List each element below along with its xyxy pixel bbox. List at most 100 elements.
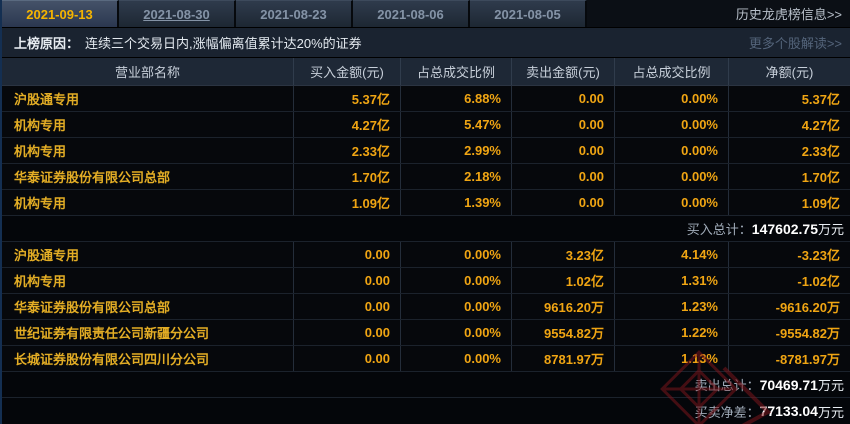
net-amount-cell: 1.70亿 <box>801 170 840 185</box>
branch-name-cell[interactable]: 华泰证券股份有限公司总部 <box>2 294 294 319</box>
buy-ratio-cell: 0.00% <box>401 294 512 319</box>
buy-amount-cell: 0.00 <box>294 268 401 293</box>
reason-text: 连续三个交易日内,涨幅偏离值累计达20%的证券 <box>85 36 362 51</box>
net-amount-cell: -8781.97万 <box>775 352 840 367</box>
header-cell-0: 营业部名称 <box>2 58 294 85</box>
buy-amount-cell: 1.70亿 <box>294 164 401 189</box>
tabbar-spacer <box>587 0 736 27</box>
buy-amount-cell: 5.37亿 <box>294 86 401 111</box>
net-amount-cell: -9554.82万 <box>775 326 840 341</box>
sell-ratio-cell: 0.00% <box>615 86 729 111</box>
branch-name-cell[interactable]: 机构专用 <box>2 112 294 137</box>
table-row: 机构专用 4.27亿 5.47% 0.00 0.00% 4.27亿 <box>2 112 850 138</box>
buy-ratio-cell: 0.00% <box>401 242 512 267</box>
history-lhb-link[interactable]: 历史龙虎榜信息>> <box>735 7 842 22</box>
buy-ratio-cell: 2.99% <box>401 138 512 163</box>
buy-ratio-cell: 0.00% <box>401 346 512 371</box>
sell-amount-cell: 0.00 <box>512 112 615 137</box>
buy-amount-cell: 0.00 <box>294 242 401 267</box>
sell-total-label: 卖出总计： <box>694 378 760 393</box>
table-row: 沪股通专用 5.37亿 6.88% 0.00 0.00% 5.37亿 <box>2 86 850 112</box>
branch-name-cell[interactable]: 长城证券股份有限公司四川分公司 <box>2 346 294 371</box>
net-amount-cell: 2.33亿 <box>801 144 840 159</box>
net-amount-cell: 5.37亿 <box>801 92 840 107</box>
date-tab-bar: 2021-09-13 2021-08-30 2021-08-23 2021-08-06… <box>2 0 850 28</box>
sell-ratio-cell: 1.13% <box>615 346 729 371</box>
date-tab-2021-08-05[interactable]: 2021-08-05 <box>470 0 587 27</box>
header-cell-5: 净额(元) <box>765 65 814 80</box>
sell-amount-cell: 9554.82万 <box>512 320 615 345</box>
sell-ratio-cell: 0.00% <box>615 138 729 163</box>
sell-amount-cell: 3.23亿 <box>512 242 615 267</box>
buy-amount-cell: 4.27亿 <box>294 112 401 137</box>
branch-name-cell[interactable]: 机构专用 <box>2 138 294 163</box>
buy-rows-section: 沪股通专用 5.37亿 6.88% 0.00 0.00% 5.37亿 机构专用 4.27亿 5.… <box>2 86 850 216</box>
sell-ratio-cell: 0.00% <box>615 190 729 215</box>
branch-name-cell[interactable]: 机构专用 <box>2 268 294 293</box>
sell-ratio-cell: 1.23% <box>615 294 729 319</box>
buy-ratio-cell: 5.47% <box>401 112 512 137</box>
table-row: 机构专用 2.33亿 2.99% 0.00 0.00% 2.33亿 <box>2 138 850 164</box>
buy-amount-cell: 2.33亿 <box>294 138 401 163</box>
broker-table: 营业部名称 买入金额(元) 占总成交比例 卖出金额(元) 占总成交比例 净额(元) 沪股通… <box>2 58 850 424</box>
buy-ratio-cell: 2.18% <box>401 164 512 189</box>
buy-total-label: 买入总计： <box>686 222 752 237</box>
date-tab-2021-08-06[interactable]: 2021-08-06 <box>353 0 470 27</box>
buy-ratio-cell: 6.88% <box>401 86 512 111</box>
sell-amount-cell: 0.00 <box>512 164 615 189</box>
sell-total-row: 卖出总计： 70469.71 万元 <box>2 372 850 398</box>
table-row: 长城证券股份有限公司四川分公司 0.00 0.00% 8781.97万 1.13% -87… <box>2 346 850 372</box>
sell-amount-cell: 8781.97万 <box>512 346 615 371</box>
table-header-row: 营业部名称 买入金额(元) 占总成交比例 卖出金额(元) 占总成交比例 净额(元) <box>2 58 850 86</box>
buy-total-value: 147602.75 <box>751 220 818 237</box>
sell-total-unit: 万元 <box>817 378 844 393</box>
sell-ratio-cell: 4.14% <box>615 242 729 267</box>
sell-amount-cell: 0.00 <box>512 138 615 163</box>
buy-amount-cell: 0.00 <box>294 320 401 345</box>
net-amount-cell: 1.09亿 <box>801 196 840 211</box>
sell-amount-cell: 0.00 <box>512 86 615 111</box>
net-amount-cell: 4.27亿 <box>801 118 840 133</box>
net-diff-unit: 万元 <box>817 404 844 420</box>
buy-ratio-cell: 0.00% <box>401 268 512 293</box>
buy-amount-cell: 0.00 <box>294 294 401 319</box>
date-tab-2021-08-23[interactable]: 2021-08-23 <box>236 0 353 27</box>
sell-amount-cell: 0.00 <box>512 190 615 215</box>
buy-amount-cell: 1.09亿 <box>294 190 401 215</box>
net-amount-cell: -9616.20万 <box>775 300 840 315</box>
buy-ratio-cell: 1.39% <box>401 190 512 215</box>
sell-ratio-cell: 0.00% <box>615 164 729 189</box>
sell-ratio-cell: 0.00% <box>615 112 729 137</box>
date-tabs: 2021-09-13 2021-08-30 2021-08-23 2021-08-06… <box>2 0 587 27</box>
more-stock-analysis-link[interactable]: 更多个股解读>> <box>748 36 842 51</box>
net-diff-value: 77133.04 <box>759 403 818 419</box>
buy-amount-cell: 0.00 <box>294 346 401 371</box>
net-diff-row: 买卖净差： 77133.04 万元 <box>2 398 850 424</box>
table-row: 沪股通专用 0.00 0.00% 3.23亿 4.14% -3.23亿 <box>2 242 850 268</box>
net-diff-label: 买卖净差： <box>694 404 760 420</box>
branch-name-cell[interactable]: 世纪证券有限责任公司新疆分公司 <box>2 320 294 345</box>
header-cell-2: 占总成交比例 <box>401 58 512 85</box>
date-tab-2021-08-30[interactable]: 2021-08-30 <box>119 0 236 27</box>
sell-total-value: 70469.71 <box>759 376 818 393</box>
branch-name-cell[interactable]: 沪股通专用 <box>2 86 294 111</box>
header-cell-4: 占总成交比例 <box>615 58 729 85</box>
sell-amount-cell: 1.02亿 <box>512 268 615 293</box>
branch-name-cell[interactable]: 沪股通专用 <box>2 242 294 267</box>
table-row: 华泰证券股份有限公司总部 1.70亿 2.18% 0.00 0.00% 1.70亿 <box>2 164 850 190</box>
net-amount-cell: -1.02亿 <box>797 274 840 289</box>
date-tab-2021-09-13[interactable]: 2021-09-13 <box>2 0 119 27</box>
buy-ratio-cell: 0.00% <box>401 320 512 345</box>
sell-amount-cell: 9616.20万 <box>512 294 615 319</box>
table-row: 机构专用 1.09亿 1.39% 0.00 0.00% 1.09亿 <box>2 190 850 216</box>
header-cell-1: 买入金额(元) <box>294 58 401 85</box>
branch-name-cell[interactable]: 华泰证券股份有限公司总部 <box>2 164 294 189</box>
table-row: 机构专用 0.00 0.00% 1.02亿 1.31% -1.02亿 <box>2 268 850 294</box>
table-row: 世纪证券有限责任公司新疆分公司 0.00 0.00% 9554.82万 1.22% -95… <box>2 320 850 346</box>
branch-name-cell[interactable]: 机构专用 <box>2 190 294 215</box>
buy-total-row: 买入总计： 147602.75 万元 <box>2 216 850 242</box>
sell-ratio-cell: 1.31% <box>615 268 729 293</box>
header-cell-3: 卖出金额(元) <box>512 58 615 85</box>
sell-rows-section: 沪股通专用 0.00 0.00% 3.23亿 4.14% -3.23亿 机构专用 0.00 0.… <box>2 242 850 372</box>
